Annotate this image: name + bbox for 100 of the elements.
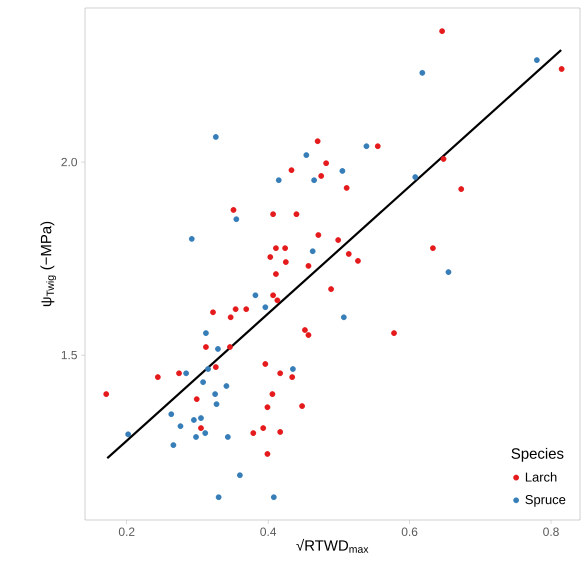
point [270,494,277,500]
point [344,185,350,191]
point [178,423,184,430]
point [289,374,296,380]
point [232,306,239,312]
point [282,259,289,265]
point [125,431,132,438]
x-tick-label: 0.4 [260,528,276,536]
y-axis-title: ψ$_{Twig}$ (−MPa) [40,222,56,306]
point [314,138,321,144]
point [188,236,195,242]
point [419,70,426,76]
point [302,327,308,333]
point [315,232,322,238]
point [391,330,397,336]
point [282,245,288,252]
point [288,167,294,174]
point [273,271,279,277]
point [270,211,276,218]
x-tick-label: 0.2 [118,528,134,536]
point [558,66,565,72]
point [203,344,209,350]
point [215,346,221,352]
legend-label: Spruce [525,495,566,507]
point [274,297,280,304]
point [269,391,276,398]
point [294,211,300,218]
point [355,258,361,264]
point [233,216,240,222]
point [276,177,282,184]
y-tick-label: 2.0 [61,158,78,166]
point [227,344,233,350]
point [346,251,352,257]
x-axis-title: √RTWD$_{max}$ [296,538,368,553]
point [264,451,270,457]
point [534,57,540,64]
y-tick-label: 1.5 [62,350,77,360]
point [230,207,236,213]
point [323,160,330,166]
point [340,168,346,174]
point [273,245,279,252]
point [224,434,231,440]
point [303,152,310,158]
point [306,263,312,269]
point [306,332,312,338]
x-tick-label: 0.8 [543,528,559,536]
point [311,177,318,184]
point [267,254,274,260]
point [154,374,161,380]
point [200,379,206,386]
point [374,143,381,150]
point [210,309,216,316]
point [262,304,268,310]
point [277,429,284,435]
point [299,403,305,409]
point [340,314,347,320]
point [236,472,243,478]
point [277,370,284,376]
point [198,425,204,431]
point [224,383,230,389]
point [214,401,220,408]
point [260,425,266,431]
point [430,245,436,252]
point [264,404,270,410]
point [458,186,464,192]
point [212,391,218,398]
point [212,364,219,370]
point [412,174,418,180]
point [252,292,258,298]
point [290,366,296,372]
point [270,292,276,298]
point [216,494,222,500]
point [262,361,268,367]
point [310,248,316,254]
point [168,411,174,418]
point [170,442,176,448]
point [183,370,190,376]
point [194,396,200,402]
point [440,156,446,162]
point [202,430,208,436]
legend-label: Larch [526,472,556,482]
point [243,306,250,312]
x-tick-label: 0.6 [402,528,418,536]
point [191,417,197,423]
point [335,237,342,243]
point [205,366,211,372]
point [364,143,370,150]
point [439,28,446,34]
point [193,434,199,440]
point [446,269,452,276]
point [176,370,182,376]
point [318,173,324,179]
point [328,286,334,292]
point [198,415,204,421]
point [228,314,234,320]
point [250,430,256,436]
point [103,391,110,398]
point [203,330,209,336]
point [212,134,219,140]
legend-title: Species [512,448,564,462]
